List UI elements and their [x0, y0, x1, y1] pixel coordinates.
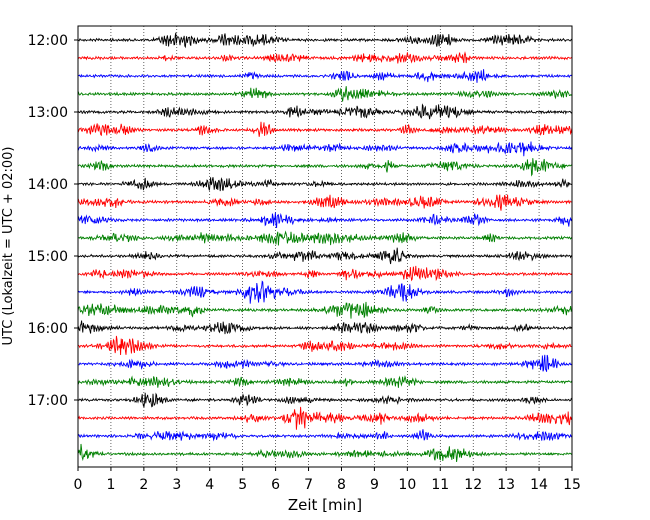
- trace-23: [77, 429, 573, 442]
- x-tick-label-8: 8: [337, 477, 346, 493]
- trace-16: [77, 301, 573, 319]
- trace-9: [77, 177, 573, 192]
- trace-20: [77, 375, 573, 388]
- y-tick-label-16:00: 16:00: [28, 321, 68, 337]
- x-tick-label-0: 0: [74, 477, 83, 493]
- x-tick-label-13: 13: [497, 477, 515, 493]
- trace-15: [77, 280, 573, 304]
- x-tick-label-15: 15: [563, 477, 581, 493]
- y-tick-label-12:00: 12:00: [28, 33, 68, 49]
- trace-12: [77, 230, 573, 246]
- trace-2: [77, 51, 573, 64]
- y-tick-label-15:00: 15:00: [28, 249, 68, 265]
- x-tick-label-5: 5: [238, 477, 247, 493]
- x-axis-label: Zeit [min]: [288, 496, 362, 514]
- x-tick-label-4: 4: [205, 477, 214, 493]
- x-tick-label-12: 12: [464, 477, 482, 493]
- x-tick-label-14: 14: [530, 477, 548, 493]
- y-tick-label-13:00: 13:00: [28, 105, 68, 121]
- trace-3: [77, 69, 573, 83]
- x-tick-label-11: 11: [431, 477, 449, 493]
- y-axis-ticks: 12:00 13:00 14:00 15:00 16:00 17:00: [28, 33, 78, 409]
- x-tick-label-6: 6: [271, 477, 280, 493]
- x-tick-label-3: 3: [172, 477, 181, 493]
- y-axis-label: UTC (Lokalzeit = UTC + 02:00): [1, 147, 16, 346]
- x-tick-label-7: 7: [304, 477, 313, 493]
- trace-14: [77, 265, 573, 282]
- y-tick-label-17:00: 17:00: [28, 393, 68, 409]
- x-tick-label-2: 2: [139, 477, 148, 493]
- trace-18: [77, 335, 572, 355]
- x-tick-label-9: 9: [370, 477, 379, 493]
- trace-8: [77, 158, 573, 177]
- x-tick-label-1: 1: [106, 477, 115, 493]
- plot-frame: [77, 25, 573, 468]
- trace-1: [77, 32, 573, 49]
- trace-24: [77, 443, 573, 462]
- trace-5: [77, 103, 573, 120]
- trace-7: [77, 141, 573, 157]
- trace-6: [77, 121, 573, 137]
- plot-background: [78, 26, 572, 467]
- trace-13: [77, 247, 573, 265]
- seismic-traces: [77, 32, 573, 462]
- trace-17: [77, 320, 573, 335]
- trace-11: [77, 212, 573, 229]
- trace-22: [77, 406, 573, 430]
- trace-10: [77, 194, 572, 211]
- y-tick-label-14:00: 14:00: [28, 177, 68, 193]
- trace-21: [77, 392, 573, 408]
- trace-19: [77, 354, 573, 372]
- trace-4: [77, 86, 573, 102]
- x-tick-label-10: 10: [398, 477, 416, 493]
- x-axis-ticks: 0 1 2 3 4 5 6 7 8 9 10 11 12 13 14 15: [74, 467, 581, 493]
